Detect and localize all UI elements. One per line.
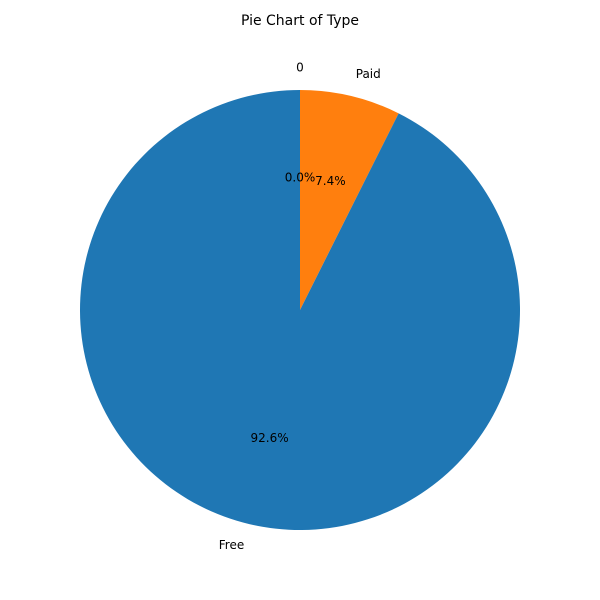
slice-label-free: Free bbox=[219, 538, 244, 552]
slice-pct-label-paid: 7.4% bbox=[315, 174, 346, 188]
labels-layer: 0 0.0% Paid 7.4% Free 92.6% bbox=[219, 61, 381, 552]
slice-label-0: 0 bbox=[296, 61, 304, 75]
pie-slice-paid bbox=[300, 90, 399, 310]
slice-pct-label-free: 92.6% bbox=[251, 431, 289, 445]
chart-title: Pie Chart of Type bbox=[241, 13, 359, 29]
slice-pct-label-0: 0.0% bbox=[285, 171, 316, 185]
slice-label-paid: Paid bbox=[356, 67, 381, 81]
pie-slice-free bbox=[79, 90, 520, 530]
slices-layer bbox=[79, 90, 520, 530]
